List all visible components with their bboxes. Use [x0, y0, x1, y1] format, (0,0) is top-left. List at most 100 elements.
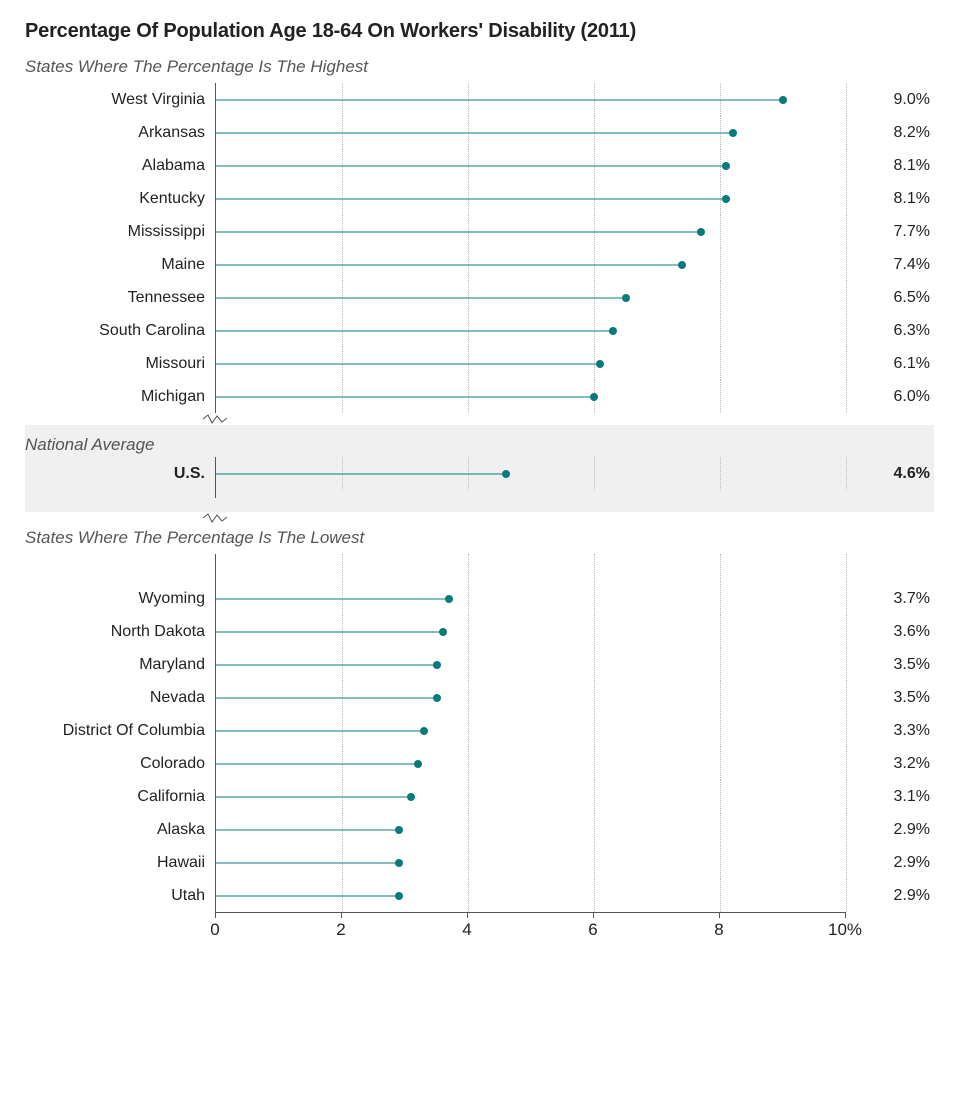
row-value: 4.6% [845, 465, 934, 483]
lollipop-dot [433, 694, 441, 702]
data-row: Arkansas 8.2% [25, 116, 934, 149]
plot-cell [215, 149, 845, 182]
lollipop-dot [407, 793, 415, 801]
chart-title: Percentage Of Population Age 18-64 On Wo… [25, 20, 934, 43]
lollipop-line [216, 473, 506, 474]
plot-cell [215, 215, 845, 248]
row-label: Wyoming [25, 590, 215, 608]
data-row: Nevada 3.5% [25, 681, 934, 714]
lollipop-dot [439, 628, 447, 636]
data-row: Colorado3.2% [25, 747, 934, 780]
row-value: 3.1% [845, 788, 934, 806]
lollipop-dot [596, 360, 604, 368]
row-label: Kentucky [25, 190, 215, 208]
lollipop-dot [395, 892, 403, 900]
x-tick-label: 6 [588, 920, 597, 940]
lollipop-dot [395, 826, 403, 834]
lollipop-dot [502, 470, 510, 478]
lollipop-dot [420, 727, 428, 735]
row-label: Nevada [25, 689, 215, 707]
row-label: North Dakota [25, 623, 215, 641]
plot-cell [215, 380, 845, 413]
row-label: West Virginia [25, 91, 215, 109]
data-row: Tennessee6.5% [25, 281, 934, 314]
row-value: 2.9% [845, 821, 934, 839]
lollipop-line [216, 664, 437, 665]
x-tick-label: 10% [828, 920, 862, 940]
row-label: District Of Columbia [25, 722, 215, 740]
row-value: 7.7% [845, 223, 934, 241]
lollipop-dot [697, 228, 705, 236]
row-value: 8.2% [845, 124, 934, 142]
row-label: Alabama [25, 157, 215, 175]
row-value: 3.5% [845, 689, 934, 707]
row-label: Alaska [25, 821, 215, 839]
row-value: 3.6% [845, 623, 934, 641]
lollipop-line [216, 132, 733, 133]
plot-cell [215, 281, 845, 314]
data-row: Mississippi 7.7% [25, 215, 934, 248]
data-row: Kentucky8.1% [25, 182, 934, 215]
plot-cell [215, 314, 845, 347]
zigzag-icon [203, 512, 227, 524]
row-value: 9.0% [845, 91, 934, 109]
data-row: Michigan6.0% [25, 380, 934, 413]
plot-cell [215, 747, 845, 780]
plot-cell [215, 846, 845, 879]
data-row: Hawaii2.9% [25, 846, 934, 879]
lollipop-dot [395, 859, 403, 867]
data-row: Missouri 6.1% [25, 347, 934, 380]
data-row: North Dakota 3.6% [25, 615, 934, 648]
lollipop-line [216, 99, 783, 100]
row-label: Hawaii [25, 854, 215, 872]
lollipop-dot [678, 261, 686, 269]
row-label: Michigan [25, 388, 215, 406]
lollipop-line [216, 598, 449, 599]
row-value: 2.9% [845, 887, 934, 905]
lollipop-line [216, 198, 726, 199]
row-label: Missouri [25, 355, 215, 373]
lollipop-line [216, 330, 613, 331]
data-row: Wyoming3.7% [25, 582, 934, 615]
lollipop-line [216, 895, 399, 896]
lollipop-line [216, 730, 424, 731]
lollipop-line [216, 631, 443, 632]
row-label: Maine [25, 256, 215, 274]
row-label: Mississippi [25, 223, 215, 241]
data-row: U.S.4.6% [25, 457, 934, 490]
data-row: South Carolina6.3% [25, 314, 934, 347]
data-row: Utah 2.9% [25, 879, 934, 912]
plot-cell [215, 648, 845, 681]
lollipop-dot [609, 327, 617, 335]
plot-cell [215, 582, 845, 615]
data-row: West Virginia 9.0% [25, 83, 934, 116]
plot-cell [215, 248, 845, 281]
row-value: 8.1% [845, 157, 934, 175]
lollipop-dot [729, 129, 737, 137]
lollipop-dot [779, 96, 787, 104]
plot-cell [215, 347, 845, 380]
plot-cell [215, 879, 845, 912]
plot-cell [215, 615, 845, 648]
chart-area: West Virginia 9.0% Arkansas 8.2% Alabama 8.1%… [25, 83, 934, 942]
row-label: Arkansas [25, 124, 215, 142]
x-tick-label: 4 [462, 920, 471, 940]
zigzag-icon [203, 413, 227, 425]
row-label: South Carolina [25, 322, 215, 340]
lollipop-dot [445, 595, 453, 603]
plot-cell [215, 681, 845, 714]
lollipop-dot [414, 760, 422, 768]
lollipop-line [216, 796, 411, 797]
plot-cell [215, 714, 845, 747]
plot-cell [215, 182, 845, 215]
lollipop-line [216, 697, 437, 698]
row-value: 6.1% [845, 355, 934, 373]
row-value: 3.5% [845, 656, 934, 674]
lollipop-line [216, 363, 600, 364]
axis-break-lower [25, 512, 934, 524]
section-label-highest: States Where The Percentage Is The Highe… [25, 57, 934, 77]
row-value: 3.3% [845, 722, 934, 740]
plot-cell [215, 780, 845, 813]
row-label: Utah [25, 887, 215, 905]
plot-cell [215, 813, 845, 846]
